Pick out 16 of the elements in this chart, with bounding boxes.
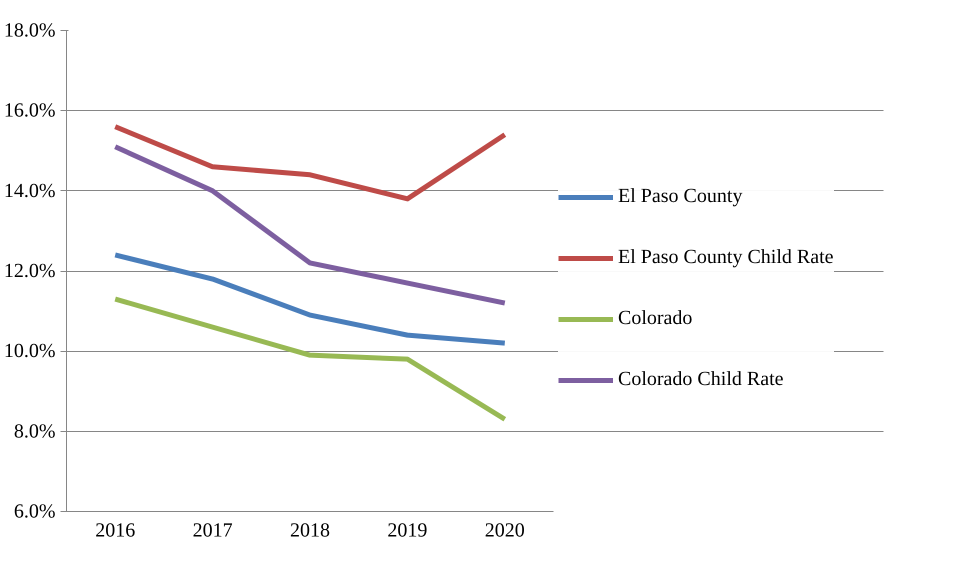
- legend-label: Colorado: [618, 307, 692, 330]
- y-tick-label: 12.0%: [4, 260, 56, 282]
- legend-label: Colorado Child Rate: [618, 368, 784, 391]
- x-tick-label: 2018: [290, 520, 330, 542]
- x-tick-label: 2019: [387, 520, 428, 542]
- y-tick-label: 8.0%: [14, 420, 56, 442]
- y-tick-label: 14.0%: [4, 180, 56, 202]
- y-tick-label: 6.0%: [14, 500, 56, 522]
- y-tick-label: 16.0%: [4, 100, 56, 122]
- x-tick-label: 2020: [484, 520, 525, 542]
- legend-label: El Paso County: [618, 185, 742, 208]
- y-tick-label: 10.0%: [4, 340, 56, 362]
- y-tick-label: 18.0%: [4, 20, 56, 42]
- x-tick-label: 2017: [192, 520, 233, 542]
- x-tick-label: 2016: [95, 520, 136, 542]
- legend-label: El Paso County Child Rate: [618, 246, 834, 269]
